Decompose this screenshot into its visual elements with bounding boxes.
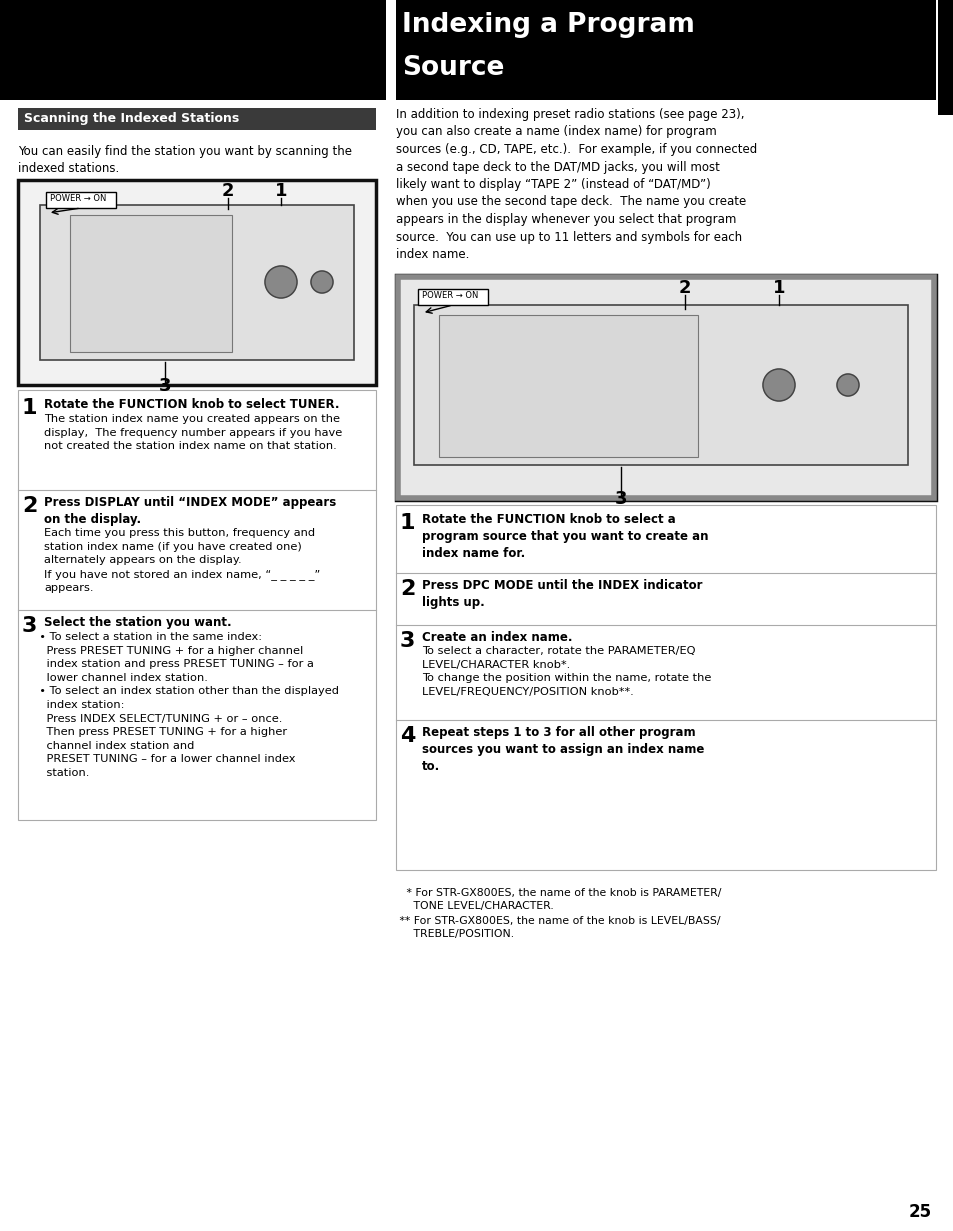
Circle shape — [762, 369, 794, 401]
Text: 3: 3 — [22, 616, 37, 636]
Text: Press DPC MODE until the INDEX indicator
lights up.: Press DPC MODE until the INDEX indicator… — [421, 579, 701, 609]
Text: 1: 1 — [399, 513, 416, 533]
FancyBboxPatch shape — [0, 0, 386, 100]
FancyBboxPatch shape — [46, 192, 116, 208]
Text: To select a character, rotate the PARAMETER/EQ
LEVEL/CHARACTER knob*.
To change : To select a character, rotate the PARAME… — [421, 646, 711, 697]
Text: Scanning the Indexed Stations: Scanning the Indexed Stations — [24, 112, 239, 126]
Text: 2: 2 — [221, 182, 234, 199]
FancyBboxPatch shape — [40, 206, 354, 359]
Text: • To select a station in the same index:
    Press PRESET TUNING + for a higher : • To select a station in the same index:… — [32, 632, 338, 778]
Text: Select the station you want.: Select the station you want. — [44, 616, 232, 629]
FancyBboxPatch shape — [438, 315, 698, 457]
FancyBboxPatch shape — [395, 505, 935, 870]
Text: 2: 2 — [22, 496, 37, 516]
Text: Source: Source — [401, 55, 504, 81]
FancyBboxPatch shape — [18, 108, 375, 130]
Text: 2: 2 — [678, 279, 691, 297]
FancyBboxPatch shape — [18, 390, 375, 820]
Text: 4: 4 — [399, 726, 415, 746]
Text: 1: 1 — [274, 182, 287, 199]
Text: Indexing a Program: Indexing a Program — [401, 12, 694, 38]
Text: 3: 3 — [158, 377, 172, 395]
Text: POWER → ON: POWER → ON — [421, 291, 477, 300]
Text: In addition to indexing preset radio stations (see page 23),
you can also create: In addition to indexing preset radio sta… — [395, 108, 757, 261]
FancyBboxPatch shape — [395, 0, 935, 100]
Circle shape — [311, 271, 333, 293]
Text: Rotate the FUNCTION knob to select a
program source that you want to create an
i: Rotate the FUNCTION knob to select a pro… — [421, 513, 708, 560]
Text: Each time you press this button, frequency and
station index name (if you have c: Each time you press this button, frequen… — [44, 528, 320, 593]
Text: Press DISPLAY until “INDEX MODE” appears
on the display.: Press DISPLAY until “INDEX MODE” appears… — [44, 496, 335, 526]
Text: * For STR-GX800ES, the name of the knob is PARAMETER/
     TONE LEVEL/CHARACTER.: * For STR-GX800ES, the name of the knob … — [395, 888, 720, 911]
Text: The station index name you created appears on the
display,  The frequency number: The station index name you created appea… — [44, 414, 342, 452]
Text: 1: 1 — [772, 279, 784, 297]
Text: Create an index name.: Create an index name. — [421, 632, 572, 644]
Text: ** For STR-GX800ES, the name of the knob is LEVEL/BASS/
     TREBLE/POSITION.: ** For STR-GX800ES, the name of the knob… — [395, 916, 720, 939]
Text: 2: 2 — [399, 579, 415, 599]
FancyBboxPatch shape — [18, 180, 375, 385]
FancyBboxPatch shape — [70, 215, 232, 352]
Circle shape — [836, 374, 858, 396]
Circle shape — [265, 266, 296, 298]
Text: POWER → ON: POWER → ON — [50, 194, 107, 203]
FancyBboxPatch shape — [414, 305, 907, 465]
Text: 3: 3 — [614, 490, 626, 508]
Text: You can easily find the station you want by scanning the
indexed stations.: You can easily find the station you want… — [18, 145, 352, 176]
Text: 25: 25 — [908, 1203, 931, 1221]
Text: Repeat steps 1 to 3 for all other program
sources you want to assign an index na: Repeat steps 1 to 3 for all other progra… — [421, 726, 703, 773]
FancyBboxPatch shape — [395, 275, 935, 500]
Text: 1: 1 — [22, 398, 37, 419]
FancyBboxPatch shape — [937, 0, 953, 114]
Text: Rotate the FUNCTION knob to select TUNER.: Rotate the FUNCTION knob to select TUNER… — [44, 398, 339, 411]
Text: 3: 3 — [399, 632, 415, 651]
FancyBboxPatch shape — [417, 289, 488, 305]
